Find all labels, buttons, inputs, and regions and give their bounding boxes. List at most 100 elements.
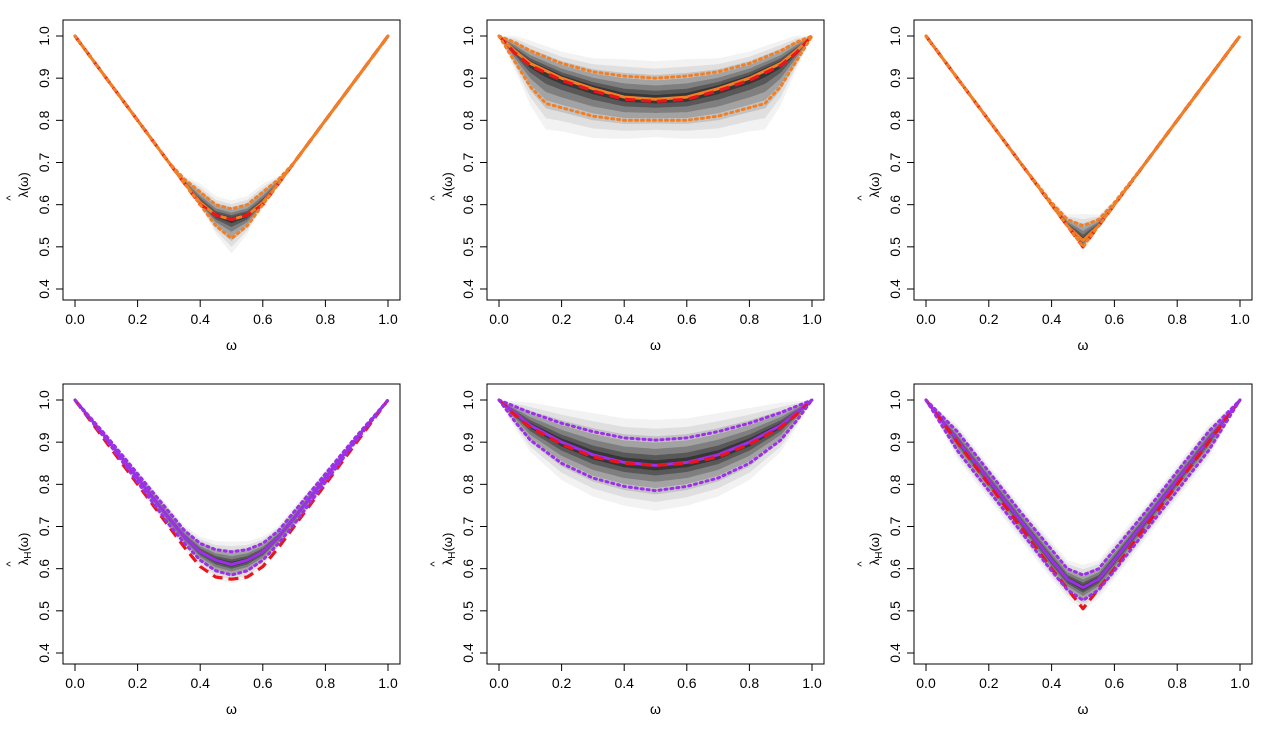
series-mean-estimate	[497, 34, 814, 101]
series-mean-estimate	[498, 398, 813, 467]
y-tick-label: 0.8	[887, 110, 903, 130]
simulation-envelope	[926, 36, 1240, 252]
plot-frame	[62, 19, 401, 301]
ylabel-hat-mark: ^	[429, 561, 441, 567]
envelope-layer	[499, 36, 812, 108]
y-tick-label: 0.9	[460, 68, 476, 88]
y-tick-label: 0.6	[36, 559, 52, 579]
x-tick-label: 1.0	[1230, 311, 1250, 327]
y-axis-title: λH(ω)	[16, 533, 34, 566]
x-tick-label: 0.2	[552, 311, 572, 327]
x-axis-title: ω	[650, 337, 661, 353]
y-tick-label: 0.5	[887, 237, 903, 257]
x-tick-label: 0.4	[1042, 675, 1062, 691]
y-axis-title: λH(ω)	[867, 533, 885, 566]
x-tick-label: 0.8	[316, 311, 336, 327]
y-axis-title: λH(ω)	[440, 533, 458, 566]
envelope-layer	[499, 36, 812, 119]
y-tick-label: 1.0	[887, 390, 903, 410]
panel-top-left: 0.0 0.2 0.4 0.6 0.8 1.0 0.4 0.5 0.6 0.7 0.8 0.9 1.0 ω…	[5, 19, 401, 353]
x-tick-label: 0.0	[65, 311, 85, 327]
envelope-layer	[926, 36, 1240, 243]
x-tick-label: 0.4	[614, 675, 634, 691]
y-tick-label: 0.9	[887, 432, 903, 452]
envelope-layer	[75, 400, 388, 584]
ylabel-hat-mark: ^	[856, 195, 868, 201]
series-true	[73, 35, 390, 221]
envelope-layer	[75, 400, 388, 577]
y-axis-title: λ(ω)	[440, 172, 455, 197]
y-tick-label: 0.5	[460, 601, 476, 621]
y-tick-label: 0.8	[460, 110, 476, 130]
y-tick-label: 0.4	[887, 279, 903, 299]
y-tick-label: 1.0	[460, 390, 476, 410]
x-tick-label: 0.6	[253, 311, 273, 327]
y-tick-label: 0.9	[460, 432, 476, 452]
envelope-layer	[499, 36, 812, 113]
x-tick-label: 0.4	[190, 675, 210, 691]
series-lower-band	[924, 398, 1242, 602]
panel-top-middle: 0.0 0.2 0.4 0.6 0.8 1.0 0.4 0.5 0.6 0.7 0.8 0.9 1.0 ω…	[429, 19, 825, 353]
envelope-layer	[75, 36, 388, 247]
x-tick-label: 1.0	[378, 675, 398, 691]
y-tick-label: 0.6	[887, 195, 903, 215]
x-tick-label: 1.0	[802, 675, 822, 691]
panel-bottom-left: 0.0 0.2 0.4 0.6 0.8 1.0 0.4 0.5 0.6 0.7 0.8 0.9 1.0 ω…	[5, 383, 401, 717]
envelope-layer	[926, 36, 1240, 242]
series-upper-band	[73, 34, 390, 211]
series-mean-estimate	[73, 35, 390, 221]
simulation-envelope	[75, 36, 388, 254]
plot-frame	[913, 383, 1253, 665]
ylabel-hat-mark: ^	[5, 195, 17, 201]
series-upper-band	[497, 398, 814, 442]
y-tick-label: 0.5	[887, 601, 903, 621]
y-tick-label: 0.4	[887, 643, 903, 663]
y-tick-label: 1.0	[887, 26, 903, 46]
y-tick-label: 0.8	[36, 110, 52, 130]
x-tick-label: 0.0	[65, 675, 85, 691]
x-tick-label: 0.8	[740, 675, 760, 691]
envelope-layer	[75, 36, 388, 224]
plot-frame	[486, 19, 825, 301]
panel-top-right: 0.0 0.2 0.4 0.6 0.8 1.0 0.4 0.5 0.6 0.7 0.8 0.9 1.0 ω…	[856, 19, 1253, 353]
y-tick-label: 0.5	[36, 237, 52, 257]
panel-bottom-right: 0.0 0.2 0.4 0.6 0.8 1.0 0.4 0.5 0.6 0.7 0.8 0.9 1.0 ω…	[856, 383, 1253, 717]
envelope-layer	[926, 400, 1240, 593]
envelope-layer	[499, 400, 812, 476]
series-mean-estimate	[73, 399, 390, 566]
x-tick-label: 0.8	[1167, 675, 1187, 691]
x-axis-title: ω	[226, 701, 237, 717]
x-tick-label: 0.8	[1167, 311, 1187, 327]
y-tick-label: 0.4	[460, 279, 476, 299]
y-tick-label: 0.8	[460, 474, 476, 494]
y-tick-label: 0.6	[887, 559, 903, 579]
x-tick-label: 0.8	[316, 675, 336, 691]
x-axis-title: ω	[650, 701, 661, 717]
y-tick-label: 0.9	[36, 68, 52, 88]
y-tick-label: 0.9	[36, 432, 52, 452]
ylabel-hat-mark: ^	[5, 561, 17, 567]
y-tick-label: 0.4	[36, 279, 52, 299]
ylabel-hat-mark: ^	[429, 195, 441, 201]
envelope-layer	[499, 400, 812, 502]
series-true	[73, 399, 390, 581]
y-tick-label: 0.7	[36, 517, 52, 537]
envelope-layer	[499, 36, 812, 131]
x-tick-label: 0.2	[979, 675, 999, 691]
y-tick-label: 1.0	[36, 390, 52, 410]
x-tick-label: 0.0	[916, 675, 936, 691]
envelope-layer	[926, 400, 1240, 591]
x-tick-label: 0.2	[552, 675, 572, 691]
series-lower-band	[73, 398, 390, 577]
series-upper-band	[73, 398, 390, 554]
simulation-envelope	[926, 400, 1240, 611]
x-tick-label: 0.4	[614, 311, 634, 327]
y-axis-title: λ(ω)	[867, 172, 882, 197]
x-tick-label: 0.0	[916, 311, 936, 327]
x-tick-label: 0.2	[128, 675, 148, 691]
y-tick-label: 0.8	[887, 474, 903, 494]
x-tick-label: 1.0	[802, 311, 822, 327]
plot-frame	[62, 383, 401, 665]
x-axis-title: ω	[226, 337, 237, 353]
series-true	[924, 399, 1242, 611]
